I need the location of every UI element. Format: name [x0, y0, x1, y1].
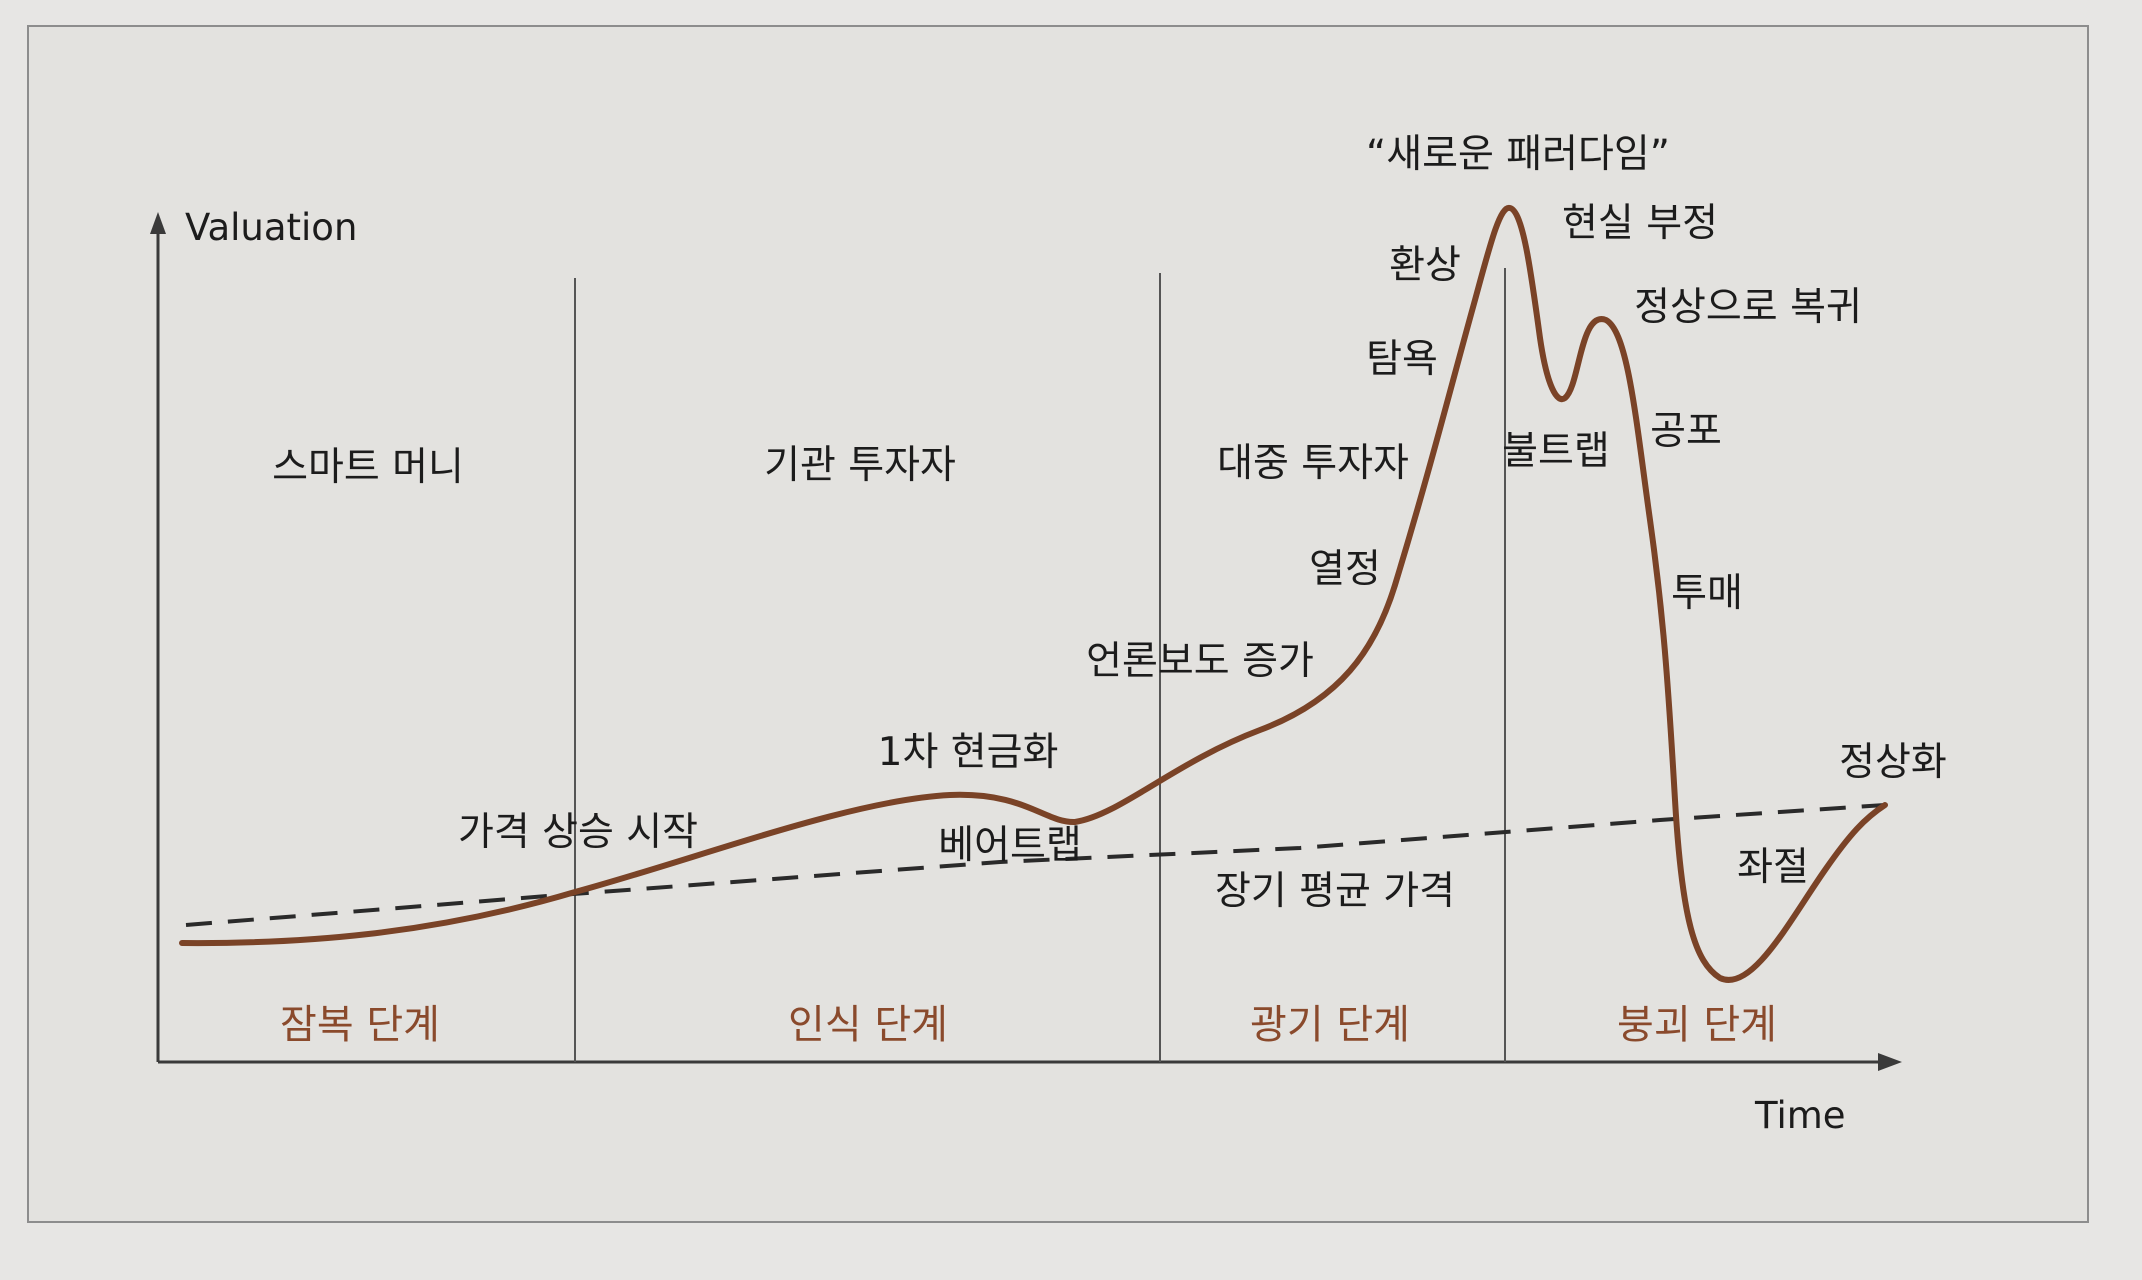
label-denial: 현실 부정 [1562, 201, 1718, 246]
label-capitulation: 투매 [1671, 571, 1743, 616]
stage-awareness: 인식 단계 [788, 1002, 948, 1048]
label-bear-trap: 베어트랩 [938, 823, 1082, 868]
label-price-rise-start: 가격 상승 시작 [458, 810, 698, 855]
y-axis-label: Valuation [185, 206, 357, 249]
participant-smart-money: 스마트 머니 [272, 445, 464, 490]
label-long-term-mean: 장기 평균 가격 [1215, 869, 1455, 914]
y-axis-arrow-icon [150, 212, 166, 234]
label-first-sell-off: 1차 현금화 [878, 730, 1059, 775]
label-delusion: 환상 [1389, 243, 1461, 288]
x-axis-arrow-icon [1878, 1053, 1902, 1071]
bubble-curve [179, 205, 1888, 983]
label-new-paradigm: “새로운 패러다임” [1366, 132, 1670, 177]
stage-blow-off: 붕괴 단계 [1617, 1002, 1777, 1048]
participant-public: 대중 투자자 [1217, 441, 1409, 486]
participant-institutional: 기관 투자자 [764, 443, 956, 488]
label-media-attention: 언론보도 증가 [1086, 639, 1314, 684]
label-greed: 탐욕 [1366, 337, 1438, 382]
label-despair: 좌절 [1737, 845, 1809, 890]
long-term-mean-line [185, 803, 1886, 927]
label-fear: 공포 [1650, 409, 1722, 454]
label-enthusiasm: 열정 [1309, 547, 1381, 592]
figure-frame [27, 25, 2089, 1223]
label-bull-trap: 불트랩 [1502, 429, 1610, 474]
x-axis-label: Time [1754, 1094, 1846, 1137]
label-return-to-normal: 정상으로 복귀 [1634, 285, 1862, 330]
stage-stealth: 잠복 단계 [280, 1002, 440, 1048]
label-normalization: 정상화 [1839, 740, 1947, 785]
stage-mania: 광기 단계 [1250, 1002, 1410, 1048]
